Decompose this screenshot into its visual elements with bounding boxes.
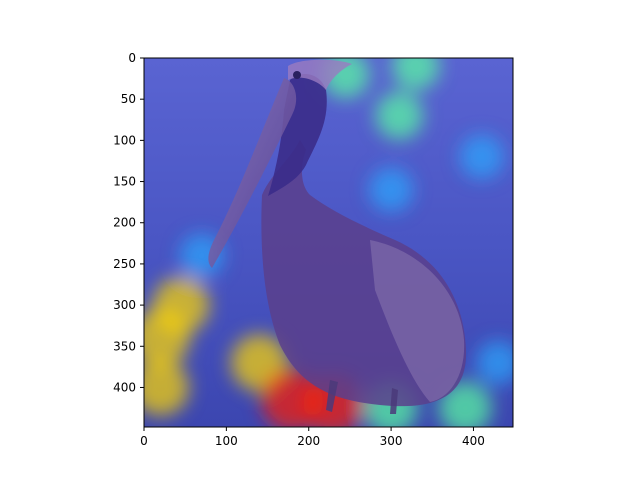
y-tick-label: 400 bbox=[113, 380, 136, 394]
heat-hotspot bbox=[438, 381, 492, 427]
y-tick-label: 50 bbox=[121, 92, 136, 106]
pelican-head-crest bbox=[288, 59, 352, 90]
y-tick-label: 150 bbox=[113, 175, 136, 189]
y-tick-label: 100 bbox=[113, 133, 136, 147]
x-tick-label: 0 bbox=[140, 434, 148, 448]
heat-hotspot bbox=[368, 167, 414, 212]
heat-hotspot bbox=[375, 91, 424, 140]
pelican-wing bbox=[370, 240, 465, 402]
y-tick-label: 300 bbox=[113, 298, 136, 312]
x-tick-label: 100 bbox=[215, 434, 238, 448]
y-tick-label: 0 bbox=[128, 51, 136, 65]
y-tick-label: 200 bbox=[113, 216, 136, 230]
plot-area bbox=[144, 58, 513, 427]
heat-hotspot bbox=[476, 340, 513, 385]
heat-hotspot bbox=[391, 58, 440, 91]
heat-hotspot bbox=[152, 276, 210, 334]
x-tick-label: 400 bbox=[462, 434, 485, 448]
pelican-neck bbox=[268, 74, 327, 196]
y-tick-label: 250 bbox=[113, 257, 136, 271]
heat-hotspot bbox=[144, 359, 189, 416]
y-axis: 0 50 100 150 200 250 300 350 400 bbox=[113, 51, 144, 394]
pelican-eye bbox=[293, 71, 301, 79]
plot-frame bbox=[143, 57, 514, 428]
y-tick-label: 350 bbox=[113, 339, 136, 353]
pelican-silhouette bbox=[208, 59, 467, 414]
pelican-legs bbox=[326, 380, 398, 414]
x-axis: 0 100 200 300 400 bbox=[140, 427, 485, 448]
pelican-beak bbox=[208, 78, 297, 268]
x-tick-label: 300 bbox=[380, 434, 403, 448]
x-tick-label: 200 bbox=[297, 434, 320, 448]
heat-hotspot bbox=[459, 134, 504, 179]
